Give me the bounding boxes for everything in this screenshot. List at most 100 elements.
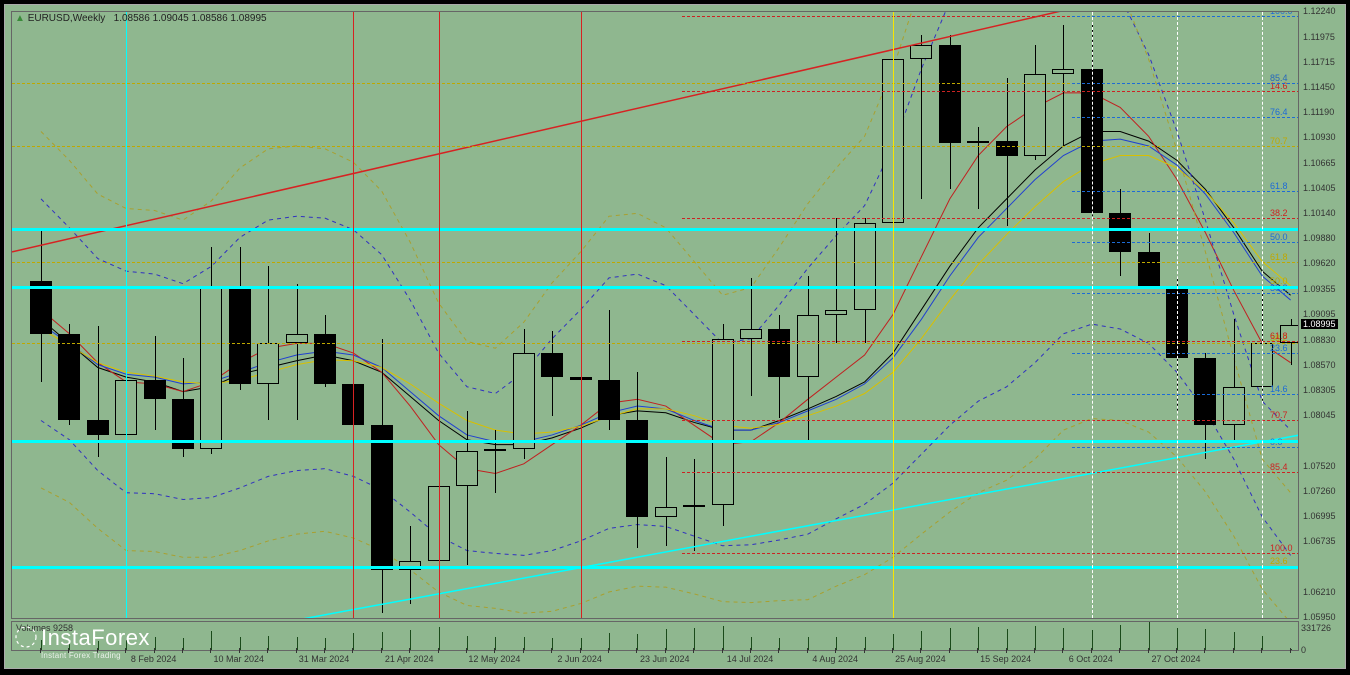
vertical-marker-line — [353, 12, 354, 618]
volume-bar — [240, 637, 241, 651]
x-tick: 12 May 2024 — [468, 654, 520, 664]
price-y-axis: 1.122401.119751.117151.114501.111901.109… — [1301, 11, 1345, 619]
fib-level-label: 61.8 — [1270, 331, 1288, 341]
volume-y-min: 0 — [1301, 645, 1306, 655]
fib-level-line — [682, 218, 1299, 219]
fib-level-line — [682, 553, 1299, 554]
volume-bar — [155, 637, 156, 650]
vertical-marker-line — [893, 12, 894, 618]
volume-bar — [1092, 630, 1093, 650]
fib-level-label: 100.0 — [1270, 543, 1293, 553]
watermark-logo: InstaForex Instant Forex Trading — [41, 625, 150, 660]
volume-bar — [1291, 649, 1292, 650]
vertical-marker-line — [1262, 12, 1263, 618]
volume-bar — [1177, 628, 1178, 650]
volume-bar — [382, 632, 383, 650]
volume-bar — [1063, 628, 1064, 650]
volume-bar — [467, 636, 468, 650]
volume-bar — [524, 637, 525, 650]
highlight-level-line — [12, 566, 1298, 569]
volume-bar — [495, 637, 496, 651]
volume-bar — [836, 637, 837, 650]
logo-name: InstaForex — [41, 625, 150, 651]
candle — [541, 12, 563, 618]
candle — [854, 12, 876, 618]
y-tick: 1.10140 — [1303, 208, 1336, 218]
y-tick: 1.05950 — [1303, 612, 1336, 622]
time-x-axis: 8 Feb 202410 Mar 202431 Mar 202421 Apr 2… — [11, 653, 1299, 669]
fib-level-line — [1072, 293, 1299, 294]
fib-level-label: 23.6 — [1270, 343, 1288, 353]
volume-bar — [410, 630, 411, 650]
x-tick: 2 Jun 2024 — [557, 654, 602, 664]
y-tick: 1.11715 — [1303, 57, 1335, 67]
vertical-marker-line — [581, 12, 582, 618]
y-tick: 1.07520 — [1303, 461, 1336, 471]
candle — [768, 12, 790, 618]
fib-level-line — [682, 341, 1299, 342]
volume-panel[interactable]: Volumes 9258 — [11, 621, 1299, 651]
candle — [598, 12, 620, 618]
logo-icon — [13, 624, 39, 650]
volume-bar — [353, 633, 354, 650]
fib-level-label: 85.4 — [1270, 462, 1288, 472]
fib-level-line — [1072, 242, 1299, 243]
y-tick: 1.10405 — [1303, 183, 1336, 193]
chart-frame: ▲ EURUSD,Weekly 1.08586 1.09045 1.08586 … — [4, 4, 1346, 669]
volume-bar — [211, 631, 212, 650]
x-tick: 14 Jul 2024 — [727, 654, 774, 664]
candle — [144, 12, 166, 618]
candle — [996, 12, 1018, 618]
volume-bar — [666, 629, 667, 650]
candle — [939, 12, 961, 618]
y-tick: 1.06210 — [1303, 587, 1336, 597]
volume-bar — [581, 638, 582, 650]
fib-level-label: 61.8 — [1270, 252, 1288, 262]
candle — [825, 12, 847, 618]
fib-level-label: 70.7 — [1270, 410, 1288, 420]
candle — [1109, 12, 1131, 618]
candle — [1194, 12, 1216, 618]
highlight-level-line — [12, 286, 1298, 289]
y-tick: 1.08045 — [1303, 410, 1336, 420]
volume-bar — [893, 634, 894, 650]
y-tick: 1.11190 — [1303, 107, 1334, 117]
vertical-marker-line — [1177, 12, 1178, 618]
candle — [1280, 12, 1299, 618]
candle — [683, 12, 705, 618]
y-tick: 1.09095 — [1303, 309, 1336, 319]
candle — [200, 12, 222, 618]
volume-bar — [1120, 625, 1121, 650]
vertical-marker-line — [439, 12, 440, 618]
y-tick: 1.07260 — [1303, 486, 1336, 496]
volume-bar — [297, 637, 298, 650]
candle — [58, 12, 80, 618]
y-tick: 1.09880 — [1303, 233, 1336, 243]
candle — [513, 12, 535, 618]
candle — [712, 12, 734, 618]
candle — [229, 12, 251, 618]
y-tick: 1.11975 — [1303, 32, 1335, 42]
highlight-level-line — [12, 228, 1298, 231]
symbol-label: EURUSD,Weekly — [28, 13, 106, 24]
candle — [797, 12, 819, 618]
y-tick: 1.08830 — [1303, 335, 1336, 345]
highlight-level-line — [12, 440, 1298, 443]
price-chart-area[interactable]: 85.470.761.850.038.223.614.638.261.870.7… — [11, 11, 1299, 619]
candle — [257, 12, 279, 618]
fib-level-label: 14.6 — [1270, 384, 1288, 394]
candle — [1138, 12, 1160, 618]
volume-bar — [694, 628, 695, 650]
volume-bar — [865, 637, 866, 650]
volume-bar — [950, 628, 951, 650]
fib-level-line — [1072, 83, 1299, 84]
y-tick: 1.08305 — [1303, 385, 1336, 395]
x-tick: 31 Mar 2024 — [299, 654, 350, 664]
fib-level-label: 76.4 — [1270, 107, 1288, 117]
candle — [172, 12, 194, 618]
candle — [1223, 12, 1245, 618]
fib-level-line — [682, 91, 1299, 92]
volume-bar — [779, 638, 780, 650]
fib-level-label: 23.6 — [1270, 556, 1288, 566]
volume-y-max: 331726 — [1301, 623, 1331, 633]
